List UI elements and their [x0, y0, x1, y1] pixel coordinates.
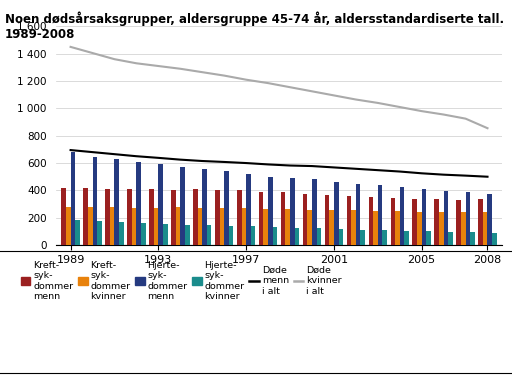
Bar	[422, 189, 426, 245]
Bar	[71, 152, 75, 245]
Bar	[483, 211, 487, 245]
Bar	[268, 177, 273, 245]
Bar	[176, 207, 180, 245]
Bar	[465, 192, 470, 245]
Bar	[290, 178, 294, 245]
Bar	[75, 220, 80, 245]
Bar	[132, 208, 136, 245]
Bar	[312, 179, 316, 245]
Bar	[251, 226, 255, 245]
Bar	[382, 230, 387, 245]
Bar	[434, 199, 439, 245]
Bar	[492, 233, 497, 245]
Bar	[443, 191, 448, 245]
Bar	[273, 227, 278, 245]
Bar	[285, 209, 290, 245]
Bar	[338, 229, 343, 245]
Bar	[141, 223, 145, 245]
Bar	[334, 181, 338, 245]
Bar	[360, 230, 365, 245]
Bar	[88, 207, 93, 245]
Bar	[93, 157, 97, 245]
Bar	[395, 211, 400, 245]
Bar	[115, 159, 119, 245]
Bar	[487, 195, 492, 245]
Bar	[404, 231, 409, 245]
Bar	[61, 188, 66, 245]
Bar	[224, 171, 229, 245]
Bar	[202, 169, 207, 245]
Bar	[329, 210, 334, 245]
Bar	[193, 189, 198, 245]
Bar	[369, 196, 373, 245]
Bar	[281, 192, 285, 245]
Bar	[400, 187, 404, 245]
Bar	[110, 207, 115, 245]
Bar	[391, 198, 395, 245]
Bar	[154, 208, 158, 245]
Bar	[185, 225, 189, 245]
Bar	[171, 190, 176, 245]
Bar	[105, 189, 110, 245]
Bar	[180, 167, 185, 245]
Bar	[303, 194, 307, 245]
Bar	[413, 199, 417, 245]
Bar	[246, 174, 251, 245]
Bar	[242, 208, 246, 245]
Bar	[215, 190, 220, 245]
Bar	[83, 188, 88, 245]
Bar	[127, 189, 132, 245]
Bar	[426, 231, 431, 245]
Bar	[294, 228, 299, 245]
Bar	[198, 208, 202, 245]
Bar	[220, 208, 224, 245]
Bar	[373, 211, 378, 245]
Bar	[347, 196, 351, 245]
Bar	[456, 200, 461, 245]
Bar	[237, 190, 242, 245]
Legend: Kreft-
syk-
dommer
menn, Kreft-
syk-
dommer
kvinner, Hjerte-
syk-
dommer
menn, H: Kreft- syk- dommer menn, Kreft- syk- dom…	[21, 261, 342, 301]
Text: Noen dødsårsaksgrupper, aldersgruppe 45-74 år, aldersstandardiserte tall.
1989-2: Noen dødsårsaksgrupper, aldersgruppe 45-…	[5, 11, 504, 41]
Bar	[316, 228, 321, 245]
Bar	[461, 212, 465, 245]
Bar	[136, 162, 141, 245]
Bar	[207, 225, 211, 245]
Bar	[97, 221, 102, 245]
Bar	[66, 207, 71, 245]
Bar	[439, 212, 443, 245]
Bar	[378, 185, 382, 245]
Bar	[356, 184, 360, 245]
Bar	[119, 222, 124, 245]
Bar	[163, 224, 167, 245]
Bar	[158, 164, 163, 245]
Bar	[325, 195, 329, 245]
Bar	[351, 210, 356, 245]
Bar	[229, 225, 233, 245]
Bar	[149, 189, 154, 245]
Bar	[478, 199, 483, 245]
Bar	[417, 211, 422, 245]
Bar	[470, 232, 475, 245]
Bar	[264, 209, 268, 245]
Bar	[448, 232, 453, 245]
Bar	[259, 192, 264, 245]
Bar	[307, 210, 312, 245]
